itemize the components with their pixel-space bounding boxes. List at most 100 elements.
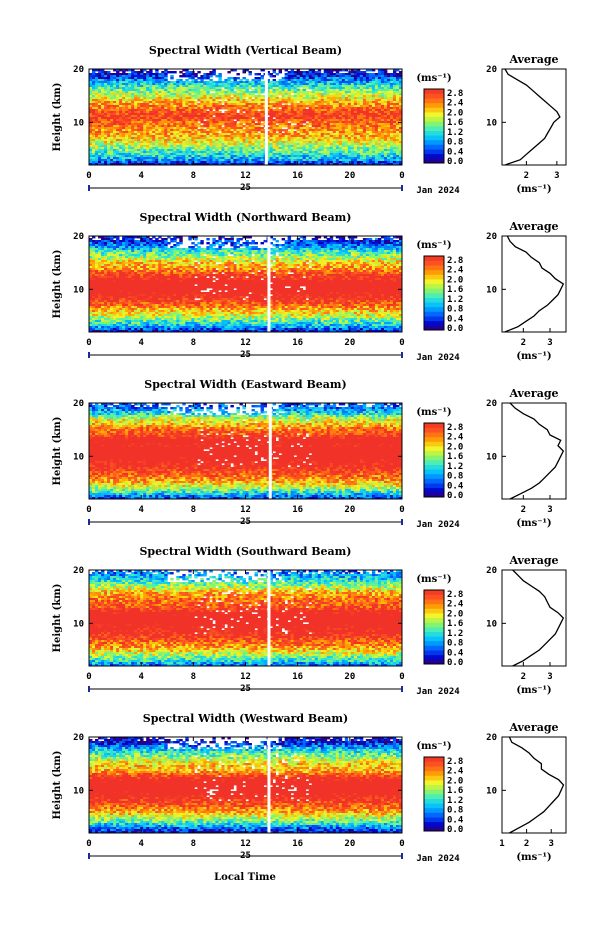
- heatmap-cell: [173, 71, 176, 73]
- heatmap-cell: [261, 77, 264, 79]
- heatmap-cell: [294, 121, 297, 123]
- heatmap-cell: [227, 71, 230, 73]
- heatmap-cell: [294, 127, 297, 129]
- heatmap-cell: [212, 107, 215, 109]
- heatmap-cell: [276, 121, 279, 123]
- heatmap-cell: [221, 107, 224, 109]
- heatmap-cell: [258, 73, 261, 75]
- heatmap-cell: [194, 75, 197, 77]
- heatmap-cell: [273, 115, 276, 117]
- heatmap-cell: [197, 99, 200, 101]
- heatmap-cell: [218, 107, 221, 109]
- heatmap-cell: [282, 101, 285, 103]
- heatmap-cell: [255, 73, 258, 75]
- heatmap-cell: [212, 73, 215, 75]
- heatmap-cell: [309, 87, 312, 89]
- heatmap-cell: [273, 105, 276, 107]
- heatmap-cell: [255, 91, 258, 93]
- heatmap-cell: [203, 77, 206, 79]
- heatmap-cell: [197, 125, 200, 127]
- heatmap-cell: [288, 101, 291, 103]
- heatmap-cell: [276, 73, 279, 75]
- heatmap-cell: [282, 129, 285, 131]
- heatmap-cell: [230, 77, 233, 79]
- heatmap-cell: [170, 71, 173, 73]
- heatmap-cell: [197, 119, 200, 121]
- heatmap-cell: [200, 121, 203, 123]
- heatmap-cell: [285, 125, 288, 127]
- heatmap-cell: [212, 113, 215, 115]
- heatmap-cell: [212, 89, 215, 91]
- heatmap-cell: [255, 119, 258, 121]
- heatmap-cell: [306, 105, 309, 107]
- heatmap: [89, 69, 402, 165]
- heatmap-cell: [167, 71, 170, 73]
- heatmap-cell: [197, 71, 200, 73]
- heatmap-cell: [221, 85, 224, 87]
- heatmap-cell: [182, 75, 185, 77]
- heatmap-cell: [230, 93, 233, 95]
- heatmap-cell: [291, 121, 294, 123]
- heatmap-cell: [221, 101, 224, 103]
- heatmap-cell: [303, 121, 306, 123]
- heatmap-cell: [224, 107, 227, 109]
- heatmap-cell: [270, 75, 273, 77]
- heatmap-cell: [273, 71, 276, 73]
- heatmap-cell: [291, 91, 294, 93]
- heatmap-cell: [218, 129, 221, 131]
- heatmap-cell: [215, 75, 218, 77]
- heatmap-cell: [279, 105, 282, 107]
- heatmap-cell: [236, 77, 239, 79]
- heatmap-cell: [206, 107, 209, 109]
- heatmap-cell: [242, 77, 245, 79]
- heatmap-cell: [258, 107, 261, 109]
- heatmap-cell: [203, 125, 206, 127]
- panels: Spectral Width (Vertical Beam)0 4 8 12 16 20 0…: [52, 44, 566, 864]
- heatmap-cell: [179, 71, 182, 73]
- heatmap-cell: [233, 87, 236, 89]
- heatmap-cell: [236, 107, 239, 109]
- heatmap-cell: [194, 97, 197, 99]
- heatmap-cell: [236, 119, 239, 121]
- heatmap-cell: [209, 75, 212, 77]
- heatmap-cell: [249, 73, 252, 75]
- heatmap-cell: [288, 119, 291, 121]
- heatmap-cell: [261, 119, 264, 121]
- heatmap-cell: [179, 75, 182, 77]
- heatmap-cell: [218, 97, 221, 99]
- heatmap-cell: [249, 87, 252, 89]
- heatmap-cell: [261, 123, 264, 125]
- heatmap-cell: [203, 117, 206, 119]
- heatmap-cell: [185, 75, 188, 77]
- heatmap-cell: [282, 125, 285, 127]
- heatmap-cell: [306, 119, 309, 121]
- heatmap-cell: [258, 129, 261, 131]
- heatmap-cell: [246, 95, 249, 97]
- heatmap-cell: [197, 77, 200, 79]
- heatmap-cell: [170, 77, 173, 79]
- heatmap-cell: [233, 117, 236, 119]
- heatmap-cell: [252, 95, 255, 97]
- heatmap-cell: [209, 89, 212, 91]
- heatmap-cell: [242, 125, 245, 127]
- heatmap-cell: [279, 93, 282, 95]
- heatmap-cell: [206, 77, 209, 79]
- heatmap-cell: [242, 109, 245, 111]
- heatmap-cell: [224, 97, 227, 99]
- heatmap-cell: [273, 75, 276, 77]
- panel-1: Spectral Width (Vertical Beam)0 4 8 12 16 20 0…: [52, 44, 566, 196]
- heatmap-cell: [252, 115, 255, 117]
- heatmap-cell: [188, 77, 191, 79]
- heatmap-cell: [300, 85, 303, 87]
- heatmap-cell: [309, 123, 312, 125]
- heatmap-cell: [288, 127, 291, 129]
- heatmap-cell: [261, 91, 264, 93]
- panel-title: Spectral Width (Vertical Beam): [149, 44, 342, 57]
- heatmap-cell: [279, 71, 282, 73]
- heatmap-cell: [297, 99, 300, 101]
- heatmap-cell: [236, 73, 239, 75]
- heatmap-cell: [306, 87, 309, 89]
- heatmap-cell: [221, 123, 224, 125]
- heatmap-cell: [252, 85, 255, 87]
